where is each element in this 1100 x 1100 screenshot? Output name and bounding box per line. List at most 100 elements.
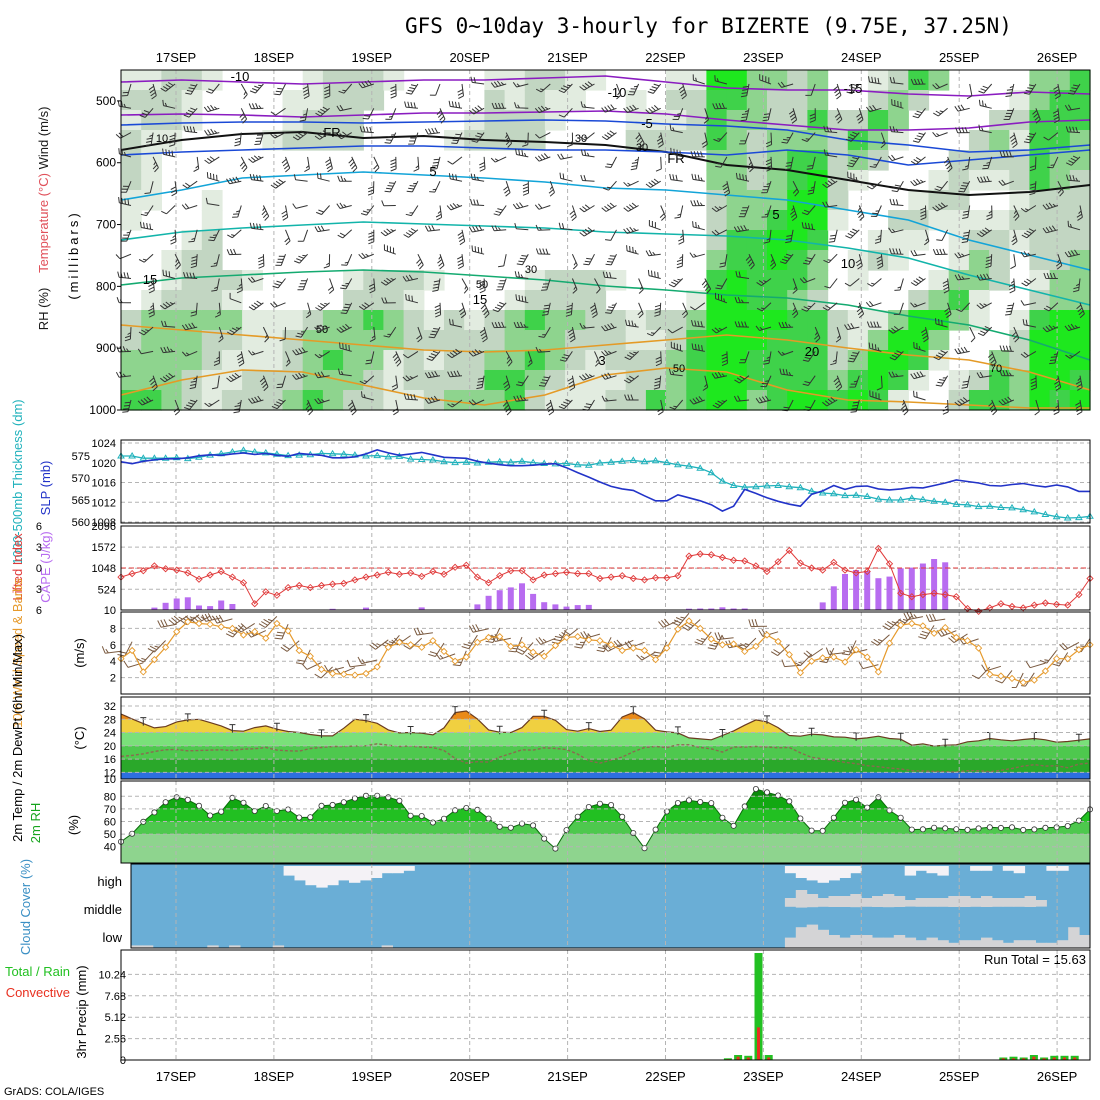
wind-barb bbox=[1059, 641, 1080, 651]
rh-cell bbox=[544, 310, 566, 331]
cloud-mid bbox=[893, 896, 906, 907]
pressure-tick: 800 bbox=[96, 279, 116, 293]
rh-cell bbox=[867, 310, 889, 331]
rh-cell bbox=[706, 250, 728, 271]
wind-barb bbox=[285, 351, 291, 367]
wind-barb bbox=[248, 395, 264, 404]
wind-marker bbox=[596, 637, 604, 645]
wind-barb bbox=[689, 252, 705, 258]
rh-marker bbox=[485, 815, 492, 822]
rh-cell bbox=[605, 330, 627, 351]
rh-cell bbox=[565, 370, 586, 391]
wind-barb bbox=[647, 83, 662, 94]
rh-cell bbox=[262, 310, 284, 331]
wind-barb bbox=[233, 399, 242, 414]
rh-marker bbox=[262, 803, 269, 810]
rh-cell bbox=[807, 190, 829, 211]
wind-marker bbox=[317, 665, 326, 674]
rh-cell bbox=[746, 110, 768, 131]
wind-barb bbox=[1005, 302, 1015, 316]
rh-cell bbox=[403, 310, 425, 331]
wind-barb bbox=[921, 326, 929, 343]
precip-conv-bar bbox=[746, 1057, 750, 1060]
rh-marker bbox=[663, 808, 670, 815]
rh-cell bbox=[161, 390, 183, 411]
wind-barb bbox=[690, 302, 706, 311]
lifted-index-label: Lifted Index bbox=[10, 533, 25, 601]
cloud-mid bbox=[937, 898, 949, 907]
rh-cell bbox=[221, 290, 243, 311]
cloud-high bbox=[1013, 866, 1026, 874]
rh-marker bbox=[173, 794, 180, 801]
wind-marker bbox=[373, 663, 381, 671]
rh-cell bbox=[464, 390, 485, 411]
li-marker bbox=[796, 559, 805, 567]
rh-cell bbox=[1069, 130, 1091, 151]
wind-marker bbox=[351, 671, 359, 679]
precip-conv-bar bbox=[1042, 1058, 1046, 1060]
wind-marker bbox=[1030, 676, 1038, 684]
cloud-low bbox=[1057, 940, 1069, 948]
rh-cell bbox=[322, 330, 344, 351]
cloud-low bbox=[915, 940, 927, 948]
wind-barb bbox=[362, 108, 375, 120]
rh-cell bbox=[847, 310, 869, 331]
wind-barb bbox=[522, 132, 529, 147]
thickness-marker bbox=[707, 468, 716, 476]
rh-cell bbox=[706, 390, 728, 411]
wind-barb bbox=[913, 390, 926, 401]
rh-cell bbox=[565, 290, 586, 311]
wind-barb bbox=[978, 124, 992, 134]
rh-cell bbox=[565, 90, 586, 111]
rh-cell bbox=[585, 390, 607, 411]
rh-marker bbox=[897, 814, 904, 821]
cape-bar bbox=[151, 607, 158, 610]
wind-marker bbox=[217, 623, 225, 631]
wind-tick: 2 bbox=[110, 673, 116, 685]
wind-barb bbox=[626, 245, 639, 255]
rh-marker bbox=[730, 822, 737, 829]
cloud-low bbox=[850, 935, 862, 948]
wind-marker bbox=[941, 623, 949, 632]
rh-cell bbox=[686, 350, 708, 371]
wind-barb bbox=[140, 205, 154, 217]
thickness-marker bbox=[384, 452, 393, 460]
wind-barb bbox=[432, 278, 441, 292]
minmax-whisker bbox=[630, 706, 637, 715]
rh-marker bbox=[1009, 824, 1016, 831]
rh-cell bbox=[989, 230, 1010, 251]
thickness-marker bbox=[128, 452, 136, 459]
rh-cell bbox=[201, 290, 223, 311]
wind-barb bbox=[601, 395, 617, 402]
wind-barb bbox=[169, 132, 176, 147]
wind-barb bbox=[1010, 254, 1016, 270]
cloud-low bbox=[959, 940, 971, 948]
wind-barb bbox=[152, 156, 159, 173]
wind-barb bbox=[966, 83, 973, 100]
rh-marker bbox=[619, 813, 626, 820]
cape-bar bbox=[496, 590, 503, 610]
wind-barb bbox=[759, 74, 772, 85]
thickness-marker bbox=[451, 458, 459, 466]
rh-cell bbox=[403, 370, 425, 391]
wind-barb bbox=[181, 350, 198, 357]
cloud-high bbox=[806, 866, 819, 881]
wind-barb bbox=[567, 375, 576, 391]
date-label-top: 24SEP bbox=[841, 50, 881, 65]
wind-barb bbox=[535, 132, 551, 139]
cloud-mid bbox=[959, 896, 971, 907]
rh-cell bbox=[464, 310, 485, 331]
cloud-high bbox=[1002, 866, 1015, 871]
wind-barb bbox=[777, 350, 794, 356]
rh-cell bbox=[706, 170, 728, 191]
wind-barb bbox=[471, 132, 485, 143]
wind-marker bbox=[139, 668, 147, 676]
thickness-line bbox=[121, 449, 1091, 519]
wind-barb bbox=[117, 100, 132, 109]
rh-cell bbox=[908, 350, 930, 371]
rh-cell bbox=[161, 110, 183, 131]
wind-barb bbox=[293, 174, 308, 182]
rh-cell bbox=[201, 330, 223, 351]
rh-marker bbox=[329, 801, 336, 808]
panel-frame bbox=[120, 69, 1091, 411]
